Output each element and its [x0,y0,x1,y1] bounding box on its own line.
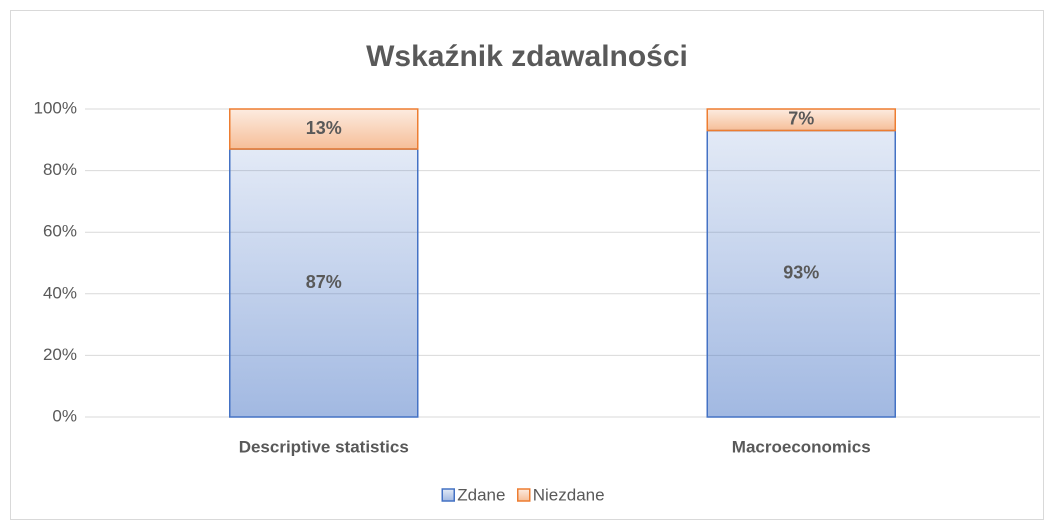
y-tick-label: 20% [43,345,77,364]
data-label: 87% [306,272,342,292]
bar-segment [706,108,896,132]
data-label: 93% [783,263,819,283]
legend-swatch [441,488,455,502]
y-tick-label: 0% [52,406,77,425]
legend-label: Zdane [457,485,505,504]
bar-segment [229,148,419,418]
x-tick-label: Macroeconomics [732,437,871,456]
legend-swatch [517,488,531,502]
y-tick-label: 80% [43,160,77,179]
data-label: 7% [788,109,814,129]
chart-title: Wskaźnik zdawalności [366,40,688,73]
x-tick-label: Descriptive statistics [239,437,409,456]
bar-segment [229,108,419,150]
data-label: 13% [306,118,342,138]
y-tick-label: 100% [34,98,77,117]
y-tick-label: 60% [43,222,77,241]
legend-label: Niezdane [533,485,605,504]
y-tick-label: 40% [43,283,77,302]
